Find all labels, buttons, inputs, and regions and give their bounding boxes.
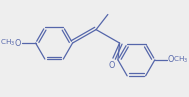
Text: CH$_3$: CH$_3$ — [173, 55, 189, 65]
Text: CH$_3$: CH$_3$ — [0, 38, 15, 48]
Text: O: O — [15, 39, 21, 48]
Text: O: O — [167, 55, 174, 64]
Text: O: O — [109, 61, 115, 70]
